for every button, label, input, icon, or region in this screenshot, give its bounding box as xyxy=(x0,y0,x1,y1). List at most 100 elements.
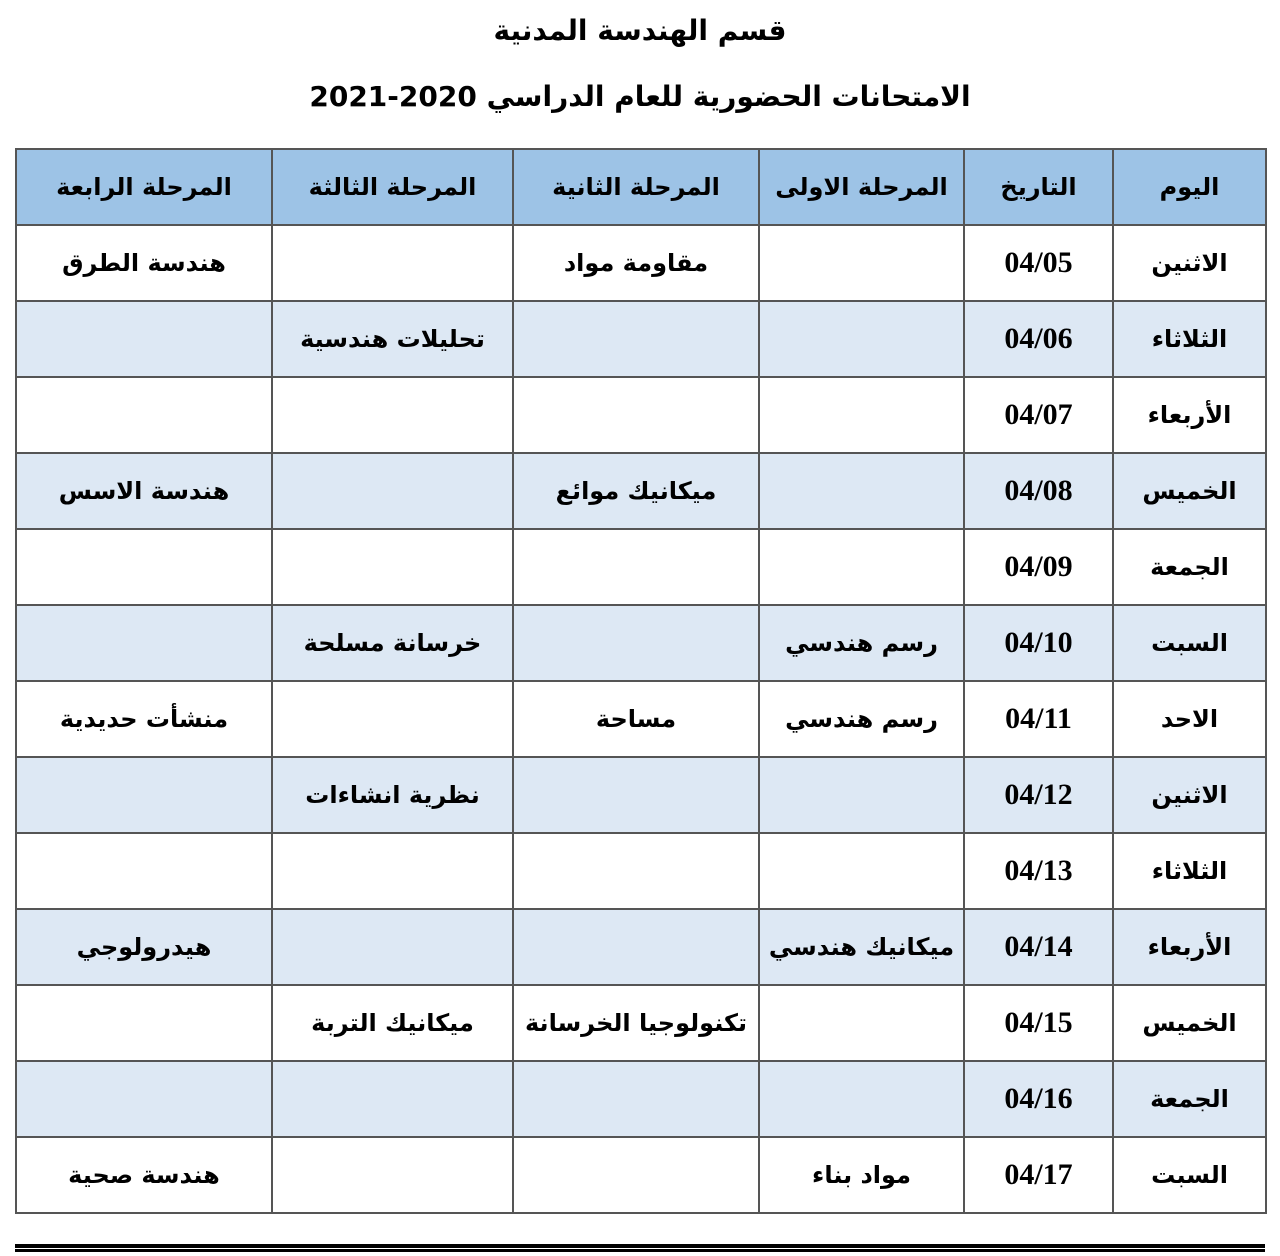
exam-cell xyxy=(512,756,760,834)
day-cell: الخميس xyxy=(1112,452,1267,530)
table-row: الاثنين 04/05 مقاومة مواد هندسة الطرق xyxy=(15,224,1267,302)
table-row: الثلاثاء 04/06 تحليلات هندسية xyxy=(15,300,1267,378)
column-header: المرحلة الثانية xyxy=(512,148,760,226)
bottom-rule xyxy=(15,1244,1265,1252)
exam-cell xyxy=(758,300,965,378)
exam-cell: مواد بناء xyxy=(758,1136,965,1214)
exam-cell xyxy=(15,528,273,606)
exam-cell xyxy=(15,756,273,834)
exam-cell xyxy=(512,528,760,606)
exam-cell xyxy=(15,604,273,682)
exam-cell: هندسة الطرق xyxy=(15,224,273,302)
table-row: الاحد 04/11 رسم هندسي مساحة منشأت حديدية xyxy=(15,680,1267,758)
exam-cell xyxy=(271,452,514,530)
day-cell: الثلاثاء xyxy=(1112,832,1267,910)
exam-cell: تحليلات هندسية xyxy=(271,300,514,378)
exam-cell xyxy=(15,832,273,910)
date-cell: 04/14 xyxy=(963,908,1114,986)
subtitle: الامتحانات الحضورية للعام الدراسي 2020-2… xyxy=(309,80,971,113)
exam-cell xyxy=(512,1136,760,1214)
column-header: اليوم xyxy=(1112,148,1267,226)
exam-cell xyxy=(512,376,760,454)
exam-cell: خرسانة مسلحة xyxy=(271,604,514,682)
exam-cell xyxy=(271,908,514,986)
exam-cell xyxy=(15,376,273,454)
header-row: اليوم التاريخ المرحلة الاولى المرحلة الثاني… xyxy=(15,148,1267,226)
column-header: المرحلة الرابعة xyxy=(15,148,273,226)
date-cell: 04/07 xyxy=(963,376,1114,454)
table-row: الأربعاء 04/14 ميكانيك هندسي هيدرولوجي xyxy=(15,908,1267,986)
date-cell: 04/08 xyxy=(963,452,1114,530)
date-cell: 04/13 xyxy=(963,832,1114,910)
exam-cell xyxy=(15,300,273,378)
day-cell: الاثنين xyxy=(1112,756,1267,834)
table-row: السبت 04/17 مواد بناء هندسة صحية xyxy=(15,1136,1267,1214)
table-row: الخميس 04/08 ميكانيك موائع هندسة الاسس xyxy=(15,452,1267,530)
exam-cell: ميكانيك هندسي xyxy=(758,908,965,986)
exam-cell: منشأت حديدية xyxy=(15,680,273,758)
date-cell: 04/15 xyxy=(963,984,1114,1062)
exam-cell xyxy=(512,832,760,910)
exam-cell xyxy=(758,832,965,910)
exam-cell xyxy=(271,528,514,606)
exam-cell xyxy=(758,984,965,1062)
exam-cell xyxy=(758,376,965,454)
exam-cell xyxy=(758,224,965,302)
day-cell: الجمعة xyxy=(1112,528,1267,606)
column-header: المرحلة الثالثة xyxy=(271,148,514,226)
exam-cell: رسم هندسي xyxy=(758,680,965,758)
table-body: الاثنين 04/05 مقاومة مواد هندسة الطرق الثلاث… xyxy=(15,224,1267,1214)
exam-cell xyxy=(758,528,965,606)
day-cell: السبت xyxy=(1112,1136,1267,1214)
table-row: الثلاثاء 04/13 xyxy=(15,832,1267,910)
date-cell: 04/09 xyxy=(963,528,1114,606)
day-cell: الاحد xyxy=(1112,680,1267,758)
date-cell: 04/06 xyxy=(963,300,1114,378)
date-cell: 04/11 xyxy=(963,680,1114,758)
exam-cell: هندسة صحية xyxy=(15,1136,273,1214)
exam-cell xyxy=(512,1060,760,1138)
exam-cell: تكنولوجيا الخرسانة xyxy=(512,984,760,1062)
exam-cell: مساحة xyxy=(512,680,760,758)
table-row: الخميس 04/15 تكنولوجيا الخرسانة ميكانيك الت… xyxy=(15,984,1267,1062)
exam-cell: رسم هندسي xyxy=(758,604,965,682)
table-row: الجمعة 04/16 xyxy=(15,1060,1267,1138)
date-cell: 04/17 xyxy=(963,1136,1114,1214)
exam-cell xyxy=(271,224,514,302)
exam-cell: هندسة الاسس xyxy=(15,452,273,530)
exam-table: اليوم التاريخ المرحلة الاولى المرحلة الثاني… xyxy=(15,148,1267,1214)
exam-cell: هيدرولوجي xyxy=(15,908,273,986)
table-row: السبت 04/10 رسم هندسي خرسانة مسلحة xyxy=(15,604,1267,682)
date-cell: 04/12 xyxy=(963,756,1114,834)
table-row: الأربعاء 04/07 xyxy=(15,376,1267,454)
date-cell: 04/05 xyxy=(963,224,1114,302)
column-header: التاريخ xyxy=(963,148,1114,226)
exam-cell xyxy=(271,1136,514,1214)
day-cell: الجمعة xyxy=(1112,1060,1267,1138)
day-cell: الاثنين xyxy=(1112,224,1267,302)
exam-cell: مقاومة مواد xyxy=(512,224,760,302)
table-row: الاثنين 04/12 نظرية انشاءات xyxy=(15,756,1267,834)
exam-cell xyxy=(271,1060,514,1138)
column-header: المرحلة الاولى xyxy=(758,148,965,226)
day-cell: الأربعاء xyxy=(1112,376,1267,454)
date-cell: 04/10 xyxy=(963,604,1114,682)
exam-cell: ميكانيك التربة xyxy=(271,984,514,1062)
exam-cell xyxy=(758,1060,965,1138)
exam-cell xyxy=(758,756,965,834)
day-cell: الخميس xyxy=(1112,984,1267,1062)
date-cell: 04/16 xyxy=(963,1060,1114,1138)
exam-cell xyxy=(758,452,965,530)
exam-cell xyxy=(271,376,514,454)
title: قسم الهندسة المدنية xyxy=(493,14,787,47)
day-cell: الثلاثاء xyxy=(1112,300,1267,378)
exam-cell: ميكانيك موائع xyxy=(512,452,760,530)
day-cell: الأربعاء xyxy=(1112,908,1267,986)
table-row: الجمعة 04/09 xyxy=(15,528,1267,606)
exam-cell: نظرية انشاءات xyxy=(271,756,514,834)
exam-cell xyxy=(15,984,273,1062)
exam-cell xyxy=(512,908,760,986)
day-cell: السبت xyxy=(1112,604,1267,682)
exam-cell xyxy=(15,1060,273,1138)
